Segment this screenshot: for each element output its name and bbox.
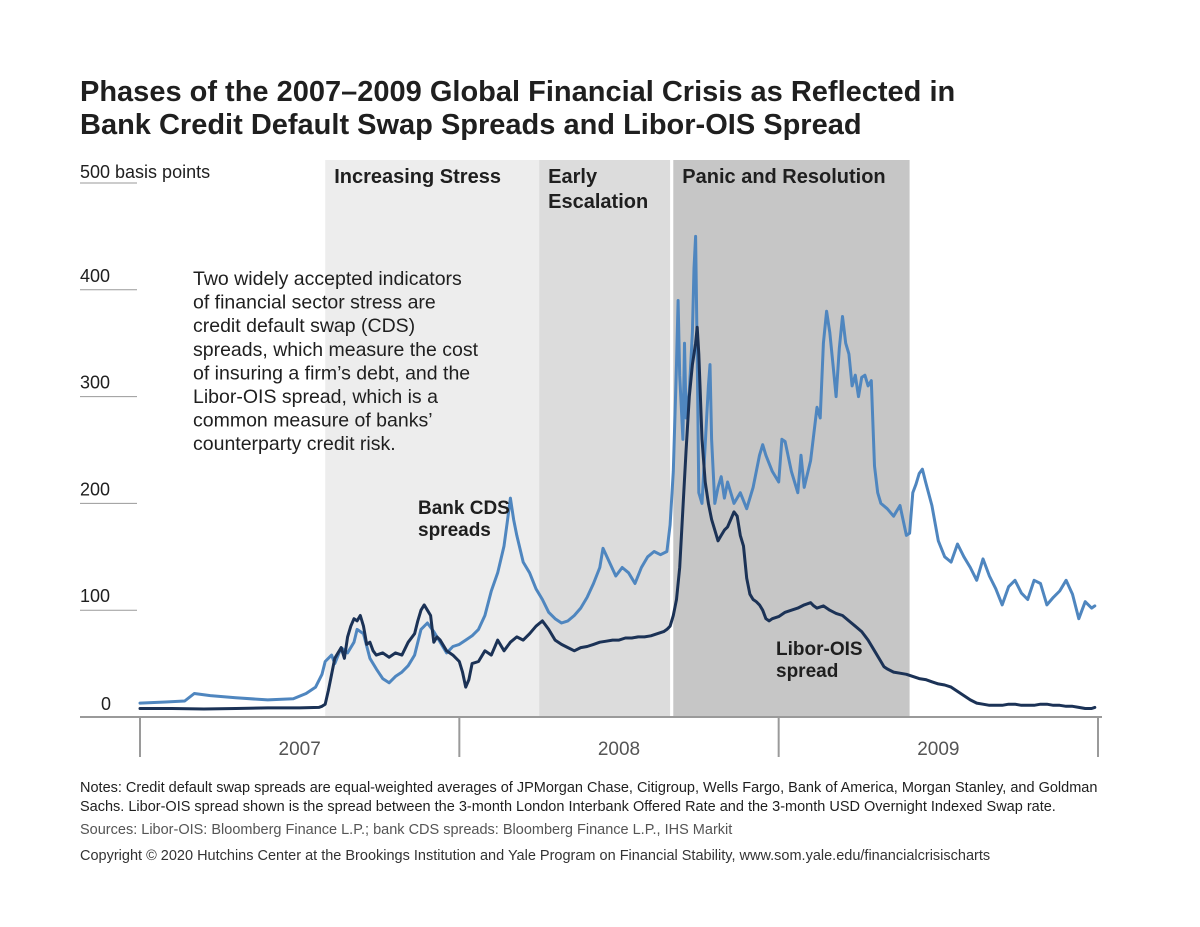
annotation-line-3: credit default swap (CDS) [193,315,415,337]
annotation-line-2: of financial sector stress are [193,292,436,314]
annotation-line-4: spreads, which measure the cost [193,339,479,361]
chart-title-line-2: Bank Credit Default Swap Spreads and Lib… [80,109,862,141]
x-year-label-2007: 2007 [279,739,321,760]
y-tick-label-0: 0 [101,694,111,714]
y-tick-label-100: 100 [80,586,110,606]
series-line-libor-ois-spread [138,325,1097,711]
crisis-chart: Increasing Stress Early Escalation Panic an… [80,160,1102,760]
series-label-libor-ois-spread-line-1: Libor-OIS [776,639,863,660]
y-tick-label-300: 300 [80,373,110,393]
annotation-line-1: Two widely accepted indicators [193,268,462,290]
chart-title-line-1: Phases of the 2007–2009 Global Financial… [80,76,956,108]
phase-label-increasing-stress: Increasing Stress [334,166,501,188]
annotation-line-8: counterparty credit risk. [193,433,396,455]
annotation-line-5: of insuring a firm’s debt, and the [193,362,470,384]
series-label-bank-cds-spreads-line-1: Bank CDS [418,498,510,519]
phase-label-early-escalation-line-1: Early [548,166,598,188]
annotation-line-6: Libor-OIS spread, which is a [193,386,438,408]
phase-band-early-escalation [539,160,671,717]
x-year-label-2008: 2008 [598,739,640,760]
annotation-line-7: common measure of banks’ [193,410,433,432]
series-label-bank-cds-spreads-line-2: spreads [418,520,491,541]
y-tick-label-400: 400 [80,266,110,286]
chart-notes: Notes: Credit default swap spreads are e… [80,779,1140,817]
notes-line-2: Sachs. Libor-OIS spread shown is the spr… [80,799,1056,815]
chart-sources: Sources: Libor-OIS: Bloomberg Finance L.… [80,822,733,838]
phase-label-panic-and-resolution: Panic and Resolution [682,166,885,188]
phase-label-early-escalation-line-2: Escalation [548,191,648,213]
x-year-label-2009: 2009 [917,739,959,760]
series-label-libor-ois-spread-line-2: spread [776,661,838,682]
chart-title: Phases of the 2007–2009 Global Financial… [80,76,1080,142]
series-line-bank-cds-spreads [138,234,1097,705]
chart-copyright: Copyright © 2020 Hutchins Center at the … [80,848,991,864]
y-axis-label: 500 basis points [80,162,210,182]
y-tick-label-200: 200 [80,479,110,499]
notes-line-1: Notes: Credit default swap spreads are e… [80,780,1098,796]
